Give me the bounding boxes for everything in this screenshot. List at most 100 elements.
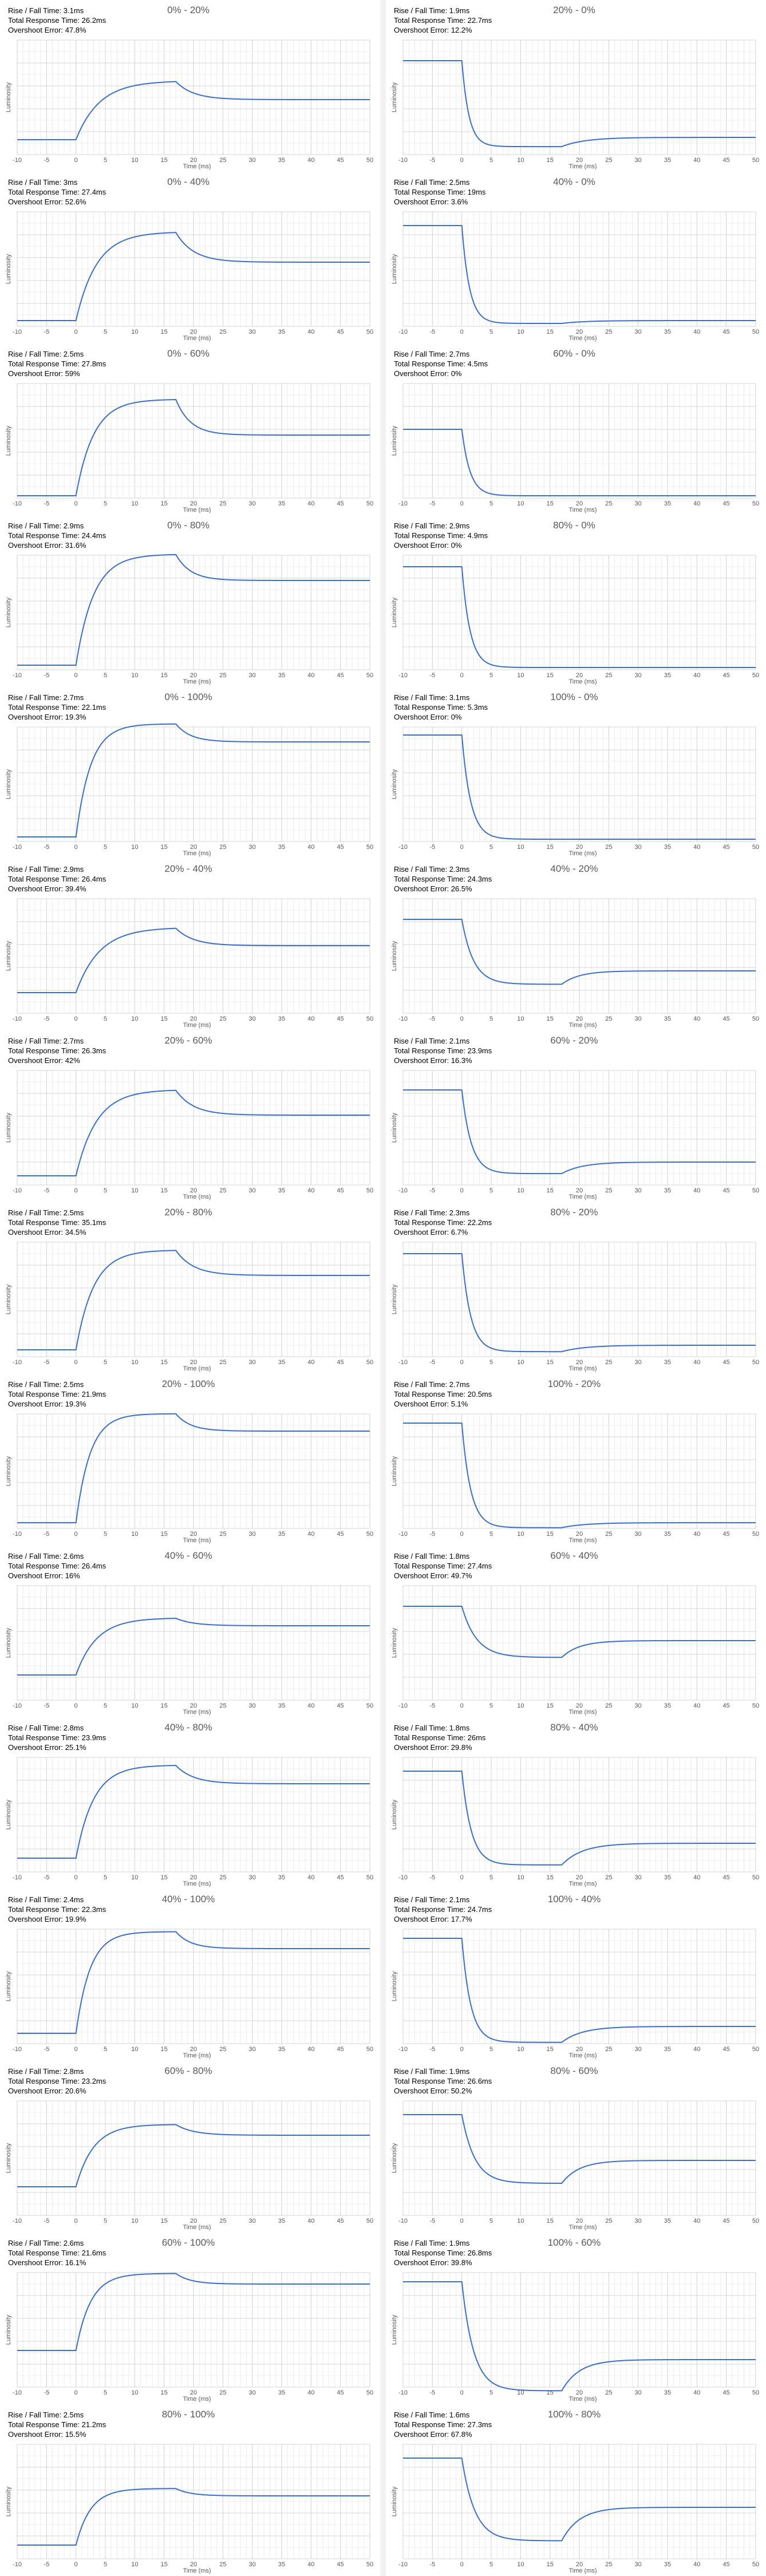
luminosity-series-line [17,399,370,496]
x-tick-label: 50 [752,1359,759,1366]
x-tick-label: -10 [398,2389,408,2396]
y-axis-label: Luminosity [391,769,398,799]
x-tick-label: 20 [576,1359,583,1366]
stat-line: Rise / Fall Time: 2.5ms [8,350,84,358]
stat-line: Total Response Time: 26.2ms [8,16,106,25]
response-chart: Rise / Fall Time: 2.5ms Total Response Ti… [0,2404,377,2574]
x-tick-label: 0 [460,2561,464,2568]
x-axis-label: Time (ms) [183,335,211,342]
x-tick-label: 20 [190,672,197,679]
x-tick-label: 25 [605,2561,612,2568]
x-tick-label: 25 [605,1187,612,1194]
x-tick-label: -5 [44,672,49,679]
x-tick-label: 0 [460,844,464,851]
response-chart: Rise / Fall Time: 1.8ms Total Response Ti… [386,1546,763,1716]
luminosity-series-line [403,2458,756,2542]
x-tick-label: 10 [517,500,524,507]
x-tick-label: 15 [161,1016,168,1022]
x-tick-label: 50 [752,1187,759,1194]
chart-stats: Rise / Fall Time: 2.8ms Total Response Ti… [8,2067,106,2096]
stat-line: Overshoot Error: 52.6% [8,197,86,206]
x-tick-label: -5 [44,844,49,851]
y-axis-label: Luminosity [5,2143,12,2173]
x-tick-label: 30 [249,2561,256,2568]
x-tick-label: 25 [219,2218,226,2225]
x-tick-label: -5 [44,2389,49,2396]
response-chart: Rise / Fall Time: 2.7ms Total Response Ti… [0,687,377,857]
chart-svg: -10 -5 0 5 10 15 20 25 30 35 40 45 50 Time (ms) Lumino… [391,1070,759,1200]
x-tick-label: -5 [44,2046,49,2053]
response-chart: Rise / Fall Time: 2.4ms Total Response Ti… [0,1889,377,2059]
x-tick-label: 35 [278,500,285,507]
x-tick-label: 20 [190,1874,197,1881]
x-tick-label: -10 [398,2046,408,2053]
x-tick-label: 35 [664,1874,671,1881]
stat-line: Rise / Fall Time: 2.5ms [8,2411,84,2419]
chart-title: 0% - 20% [167,5,210,15]
stat-line: Overshoot Error: 0% [394,713,462,721]
stat-line: Total Response Time: 26.4ms [8,875,106,883]
response-chart: Rise / Fall Time: 2.7ms Total Response Ti… [0,1030,377,1200]
x-tick-label: 5 [104,672,107,679]
luminosity-series-line [403,1938,756,2043]
x-tick-label: 35 [664,2389,671,2396]
x-tick-label: 50 [752,1874,759,1881]
stat-line: Rise / Fall Time: 2.1ms [394,1037,470,1045]
x-tick-label: 20 [576,2046,583,2053]
x-tick-label: -5 [429,500,435,507]
x-tick-label: 10 [131,157,138,164]
chart-stats: Rise / Fall Time: 1.6ms Total Response Ti… [394,2410,492,2439]
luminosity-series-line [17,232,370,321]
response-chart: Rise / Fall Time: 2.3ms Total Response Ti… [386,859,763,1029]
x-tick-label: 20 [190,2046,197,2053]
y-axis-label: Luminosity [5,82,12,112]
stat-line: Rise / Fall Time: 2.9ms [394,521,470,530]
chart-stats: Rise / Fall Time: 2.6ms Total Response Ti… [8,2238,106,2267]
response-chart: Rise / Fall Time: 2.5ms Total Response Ti… [386,172,763,342]
x-tick-label: 0 [460,672,464,679]
x-tick-label: -10 [13,1359,22,1366]
chart-svg: -10 -5 0 5 10 15 20 25 30 35 40 45 50 Time (ms) Lumino… [391,1413,759,1544]
x-tick-label: 40 [693,2218,700,2225]
response-chart: Rise / Fall Time: 3.1ms Total Response Ti… [0,0,377,170]
x-axis-label: Time (ms) [568,1365,597,1372]
response-chart: Rise / Fall Time: 2.8ms Total Response Ti… [0,1717,377,1887]
x-tick-label: 40 [307,157,314,164]
x-tick-label: 10 [131,844,138,851]
chart-stats: Rise / Fall Time: 2.7ms Total Response Ti… [394,1380,492,1409]
x-tick-label: 5 [104,1702,107,1709]
response-chart: Rise / Fall Time: 2.7ms Total Response Ti… [386,343,763,513]
chart-title: 40% - 80% [164,1722,212,1733]
chart-title: 80% - 20% [550,1207,598,1218]
x-tick-label: -10 [398,2218,408,2225]
x-tick-label: 50 [752,329,759,335]
chart-svg: -10 -5 0 5 10 15 20 25 30 35 40 45 50 Time (ms) Lumino… [5,1757,373,1887]
stat-line: Total Response Time: 22.1ms [8,703,106,712]
x-axis-label: Time (ms) [183,2224,211,2231]
x-tick-label: 15 [161,1359,168,1366]
x-tick-label: 10 [131,2218,138,2225]
x-axis-label: Time (ms) [568,2396,597,2403]
x-tick-label: 35 [664,500,671,507]
stat-line: Rise / Fall Time: 2.6ms [8,2239,84,2247]
chart-svg: -10 -5 0 5 10 15 20 25 30 35 40 45 50 Time (ms) Lumino… [5,2100,373,2231]
stat-line: Total Response Time: 4.9ms [394,531,488,540]
x-tick-label: 0 [74,1359,78,1366]
x-tick-label: 30 [249,2046,256,2053]
x-tick-label: 5 [489,1874,493,1881]
x-tick-label: 10 [517,157,524,164]
x-tick-label: 10 [517,1702,524,1709]
chart-title: 60% - 80% [164,2065,212,2076]
x-tick-label: 45 [337,500,344,507]
x-tick-label: 30 [249,2218,256,2225]
stat-line: Overshoot Error: 6.7% [394,1228,468,1236]
chart-svg: -10 -5 0 5 10 15 20 25 30 35 40 45 50 Time (ms) Lumino… [391,1757,759,1887]
chart-title: 80% - 0% [553,520,595,531]
stat-line: Overshoot Error: 16.1% [8,2258,86,2267]
x-tick-label: 30 [249,672,256,679]
x-tick-label: 30 [635,2389,642,2396]
x-tick-label: 35 [664,2561,671,2568]
x-tick-label: 20 [576,157,583,164]
chart-stats: Rise / Fall Time: 2.5ms Total Response Ti… [8,2410,106,2439]
